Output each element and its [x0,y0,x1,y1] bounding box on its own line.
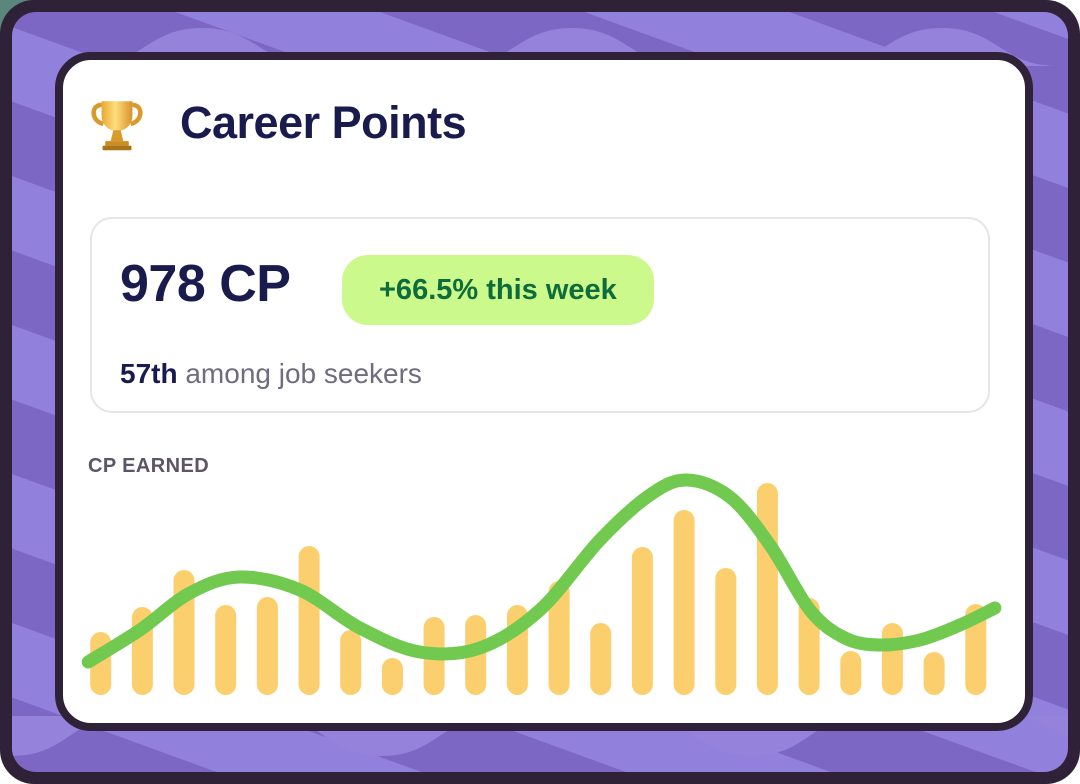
chart-bar [256,597,278,695]
chart-bar [923,652,945,695]
top-wave-decoration [87,28,1057,66]
chart-label: CP EARNED [88,455,210,477]
chart-bar [548,581,570,695]
rank-line: 57th among job seekers [120,353,422,395]
stats-panel: 978 CP +66.5% this week 57th among job s… [90,217,990,413]
chart-bar [881,623,903,695]
chart-bar [673,510,695,695]
rank-context: among job seekers [177,358,422,389]
chart-bar [298,546,320,695]
rank-value: 57th [120,358,178,389]
chart-trend-line [81,473,1002,669]
chart-bar [215,605,237,695]
chart-bar [381,658,403,695]
card-title: Career Points [180,97,467,148]
weekly-trend-badge: +66.5% this week [342,255,654,325]
career-points-card: Career Points 978 CP +66.5% this week 57… [55,52,1033,731]
chart-bar [840,651,862,695]
trophy-icon [91,101,143,151]
cp-total-value: 978 CP [120,255,291,313]
chart-bars [90,483,987,695]
striped-background: Career Points 978 CP +66.5% this week 57… [12,12,1068,772]
cp-chart [81,473,1002,695]
chart-bar [590,623,612,695]
card-header: Career Points [88,94,467,152]
chart-bar [756,483,778,695]
chart-bar [715,568,737,695]
chart-bar [340,630,362,695]
chart-bar [631,547,653,695]
